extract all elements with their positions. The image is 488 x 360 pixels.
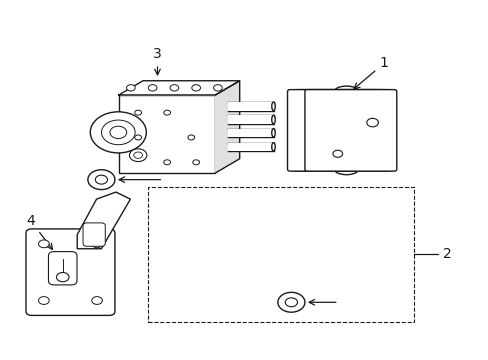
Circle shape [39, 240, 49, 248]
Ellipse shape [271, 115, 275, 124]
Circle shape [135, 110, 141, 115]
Circle shape [88, 170, 115, 190]
Circle shape [134, 152, 142, 158]
FancyBboxPatch shape [293, 90, 385, 171]
Circle shape [187, 135, 194, 140]
Circle shape [92, 297, 102, 305]
Bar [227, 143, 273, 151]
Circle shape [102, 120, 135, 145]
FancyBboxPatch shape [287, 90, 379, 171]
Circle shape [366, 118, 378, 127]
FancyBboxPatch shape [83, 223, 105, 246]
Circle shape [170, 85, 179, 91]
Circle shape [163, 160, 170, 165]
FancyBboxPatch shape [305, 90, 396, 171]
Text: 1: 1 [353, 56, 388, 89]
Circle shape [95, 175, 107, 184]
Text: 4: 4 [26, 214, 52, 249]
Polygon shape [215, 81, 239, 173]
Bar [227, 129, 273, 137]
Polygon shape [119, 81, 239, 95]
Bar [227, 102, 273, 111]
Circle shape [277, 292, 305, 312]
Ellipse shape [271, 102, 275, 111]
Circle shape [135, 156, 141, 161]
Circle shape [148, 85, 157, 91]
Polygon shape [77, 192, 130, 249]
Circle shape [332, 150, 342, 157]
Circle shape [213, 85, 222, 91]
Bar [119, 95, 215, 173]
Circle shape [92, 240, 102, 248]
Circle shape [126, 85, 135, 91]
Bar [227, 115, 273, 124]
FancyBboxPatch shape [26, 229, 115, 315]
Circle shape [56, 273, 69, 282]
Text: 3: 3 [153, 47, 162, 75]
Text: 2: 2 [442, 247, 450, 261]
Circle shape [110, 126, 126, 139]
FancyBboxPatch shape [48, 252, 77, 285]
Circle shape [90, 112, 146, 153]
Circle shape [129, 149, 146, 162]
Circle shape [191, 85, 200, 91]
Circle shape [135, 135, 141, 140]
FancyBboxPatch shape [299, 90, 390, 171]
Circle shape [285, 298, 297, 307]
Ellipse shape [271, 129, 275, 137]
Circle shape [192, 160, 199, 165]
Bar [147, 187, 413, 322]
Ellipse shape [271, 143, 275, 151]
Circle shape [163, 110, 170, 115]
Circle shape [39, 297, 49, 305]
